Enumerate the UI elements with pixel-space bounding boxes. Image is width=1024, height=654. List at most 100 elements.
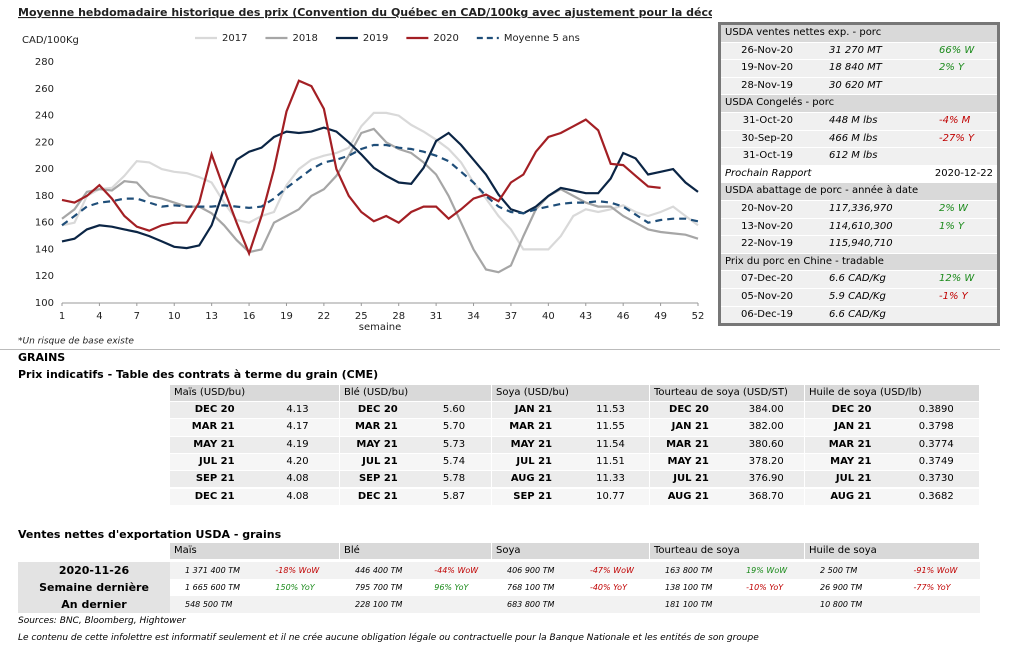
- price: 4.08: [286, 473, 309, 485]
- contract: MAY 21: [510, 438, 553, 450]
- futures-row: AUG 21 368.70: [650, 488, 804, 505]
- contract: JUL 21: [198, 455, 235, 467]
- y-tick-label: 120: [35, 271, 54, 282]
- row-date: 31-Oct-20: [742, 115, 793, 126]
- contract: MAR 21: [666, 438, 709, 450]
- row-date: 28-Nov-19: [741, 79, 793, 91]
- x-tick-label: 13: [205, 311, 218, 322]
- x-tick-label: 37: [505, 311, 518, 322]
- x-tick-label: 16: [243, 311, 256, 322]
- price: 11.53: [596, 404, 625, 415]
- price: 382.00: [748, 421, 784, 433]
- contract: DEC 20: [194, 404, 235, 415]
- contract: JUL 21: [835, 473, 872, 485]
- row-value: 117,336,970: [829, 203, 893, 214]
- y-tick-label: 260: [35, 84, 54, 95]
- futures-row: AUG 21 0.3682: [805, 488, 979, 505]
- note-date: 2020-12-22: [934, 167, 993, 179]
- export-change: -91% WoW: [913, 566, 958, 575]
- export-change: -40% YoY: [589, 583, 627, 592]
- contract: MAR 21: [191, 421, 235, 433]
- price: 384.00: [748, 404, 784, 415]
- section-title: Prix du porc en Chine - tradable: [721, 253, 997, 271]
- price: 11.55: [596, 421, 625, 433]
- futures-row: MAY 21 378.20: [650, 453, 804, 471]
- series-line: [61, 143, 699, 227]
- exports-header: Huile de soya: [805, 543, 979, 559]
- row-label: Semaine dernière: [18, 579, 170, 596]
- row-date: 13-Nov-20: [741, 220, 793, 232]
- futures-title: Prix indicatifs - Table des contrats à t…: [18, 368, 379, 381]
- price: 11.33: [596, 473, 625, 485]
- panel-row: 22-Nov-19 115,940,710: [721, 236, 997, 253]
- x-tick-label: 46: [617, 311, 630, 322]
- futures-row: MAR 21 5.70: [340, 419, 491, 436]
- row-change: -1% Y: [939, 291, 968, 302]
- price: 4.13: [286, 404, 309, 415]
- contract: MAR 21: [354, 421, 398, 433]
- export-change: 150% YoY: [275, 583, 315, 592]
- panel-row: 31-Oct-20 448 M lbs -4% M: [721, 113, 997, 130]
- export-change: -77% YoY: [913, 583, 951, 592]
- y-tick-label: 160: [35, 218, 54, 229]
- futures-header: Soya (USD/bu): [492, 385, 649, 401]
- row-date: 22-Nov-19: [741, 238, 793, 250]
- note-label: Prochain Rapport: [725, 167, 812, 179]
- futures-row: MAY 21 5.73: [340, 436, 491, 453]
- legend-label: 2017: [222, 33, 247, 44]
- row-value: 30 620 MT: [829, 79, 882, 91]
- row-value: 612 M lbs: [829, 150, 878, 162]
- x-tick-label: 28: [392, 311, 405, 322]
- x-tick-label: 4: [96, 311, 102, 322]
- x-axis-label: semaine: [359, 322, 402, 333]
- exports-row: 1 371 400 TM -18% WoW 446 400 TM -44% WoW 40…: [170, 562, 980, 579]
- y-tick-label: 200: [35, 164, 54, 175]
- price: 4.20: [286, 455, 309, 467]
- panel-row: 28-Nov-19 30 620 MT: [721, 77, 997, 95]
- contract: AUG 21: [667, 490, 709, 502]
- panel-row: 31-Oct-19 612 M lbs: [721, 148, 997, 165]
- row-change: -4% M: [939, 115, 971, 126]
- row-value: 466 M lbs: [829, 132, 878, 144]
- contract: DEC 20: [357, 404, 398, 415]
- row-value: 6.6 CAD/Kg: [829, 308, 886, 320]
- panel-row: 30-Sep-20 466 M lbs -27% Y: [721, 130, 997, 148]
- futures-row: JUL 21 0.3730: [805, 471, 979, 488]
- row-label: An dernier: [18, 596, 170, 613]
- legend-label: 2019: [363, 33, 388, 44]
- futures-row: MAR 21 4.17: [170, 419, 339, 436]
- futures-row: JAN 21 0.3798: [805, 419, 979, 436]
- futures-header: Huile de soya (USD/lb): [805, 385, 979, 401]
- row-change: 2% Y: [939, 62, 965, 74]
- contract: AUG 21: [510, 473, 553, 485]
- row-date: 05-Nov-20: [741, 291, 793, 302]
- row-value: 448 M lbs: [829, 115, 878, 126]
- row-value: 115,940,710: [829, 238, 893, 250]
- x-tick-label: 49: [654, 311, 667, 322]
- contract: JUL 21: [516, 455, 553, 467]
- price: 0.3682: [918, 490, 954, 502]
- contract: SEP 21: [513, 490, 553, 502]
- exports-header: Tourteau de soya: [650, 543, 804, 559]
- y-axis-label: CAD/100Kg: [22, 35, 79, 46]
- row-date: 20-Nov-20: [741, 203, 793, 214]
- price: 376.90: [748, 473, 784, 485]
- futures-row: DEC 21 4.08: [170, 488, 339, 505]
- price: 4.17: [286, 421, 309, 433]
- export-volume: 138 100 TM: [665, 583, 713, 592]
- row-value: 6.6 CAD/Kg: [829, 273, 886, 285]
- panel-row: 05-Nov-20 5.9 CAD/Kg -1% Y: [721, 289, 997, 306]
- price: 378.20: [748, 455, 784, 467]
- x-tick-label: 1: [59, 311, 65, 322]
- legend-label: 2020: [433, 33, 458, 44]
- row-change: 2% W: [939, 203, 968, 214]
- contract: MAY 21: [667, 455, 709, 467]
- futures-row: DEC 20 0.3890: [805, 402, 979, 419]
- y-tick-label: 220: [35, 137, 54, 148]
- export-volume: 228 100 TM: [355, 600, 403, 609]
- footnote: *Un risque de base existe: [18, 337, 134, 346]
- export-volume: 181 100 TM: [665, 600, 713, 609]
- export-volume: 446 400 TM: [355, 566, 403, 575]
- contract: SEP 21: [358, 473, 398, 485]
- price: 5.60: [442, 404, 466, 415]
